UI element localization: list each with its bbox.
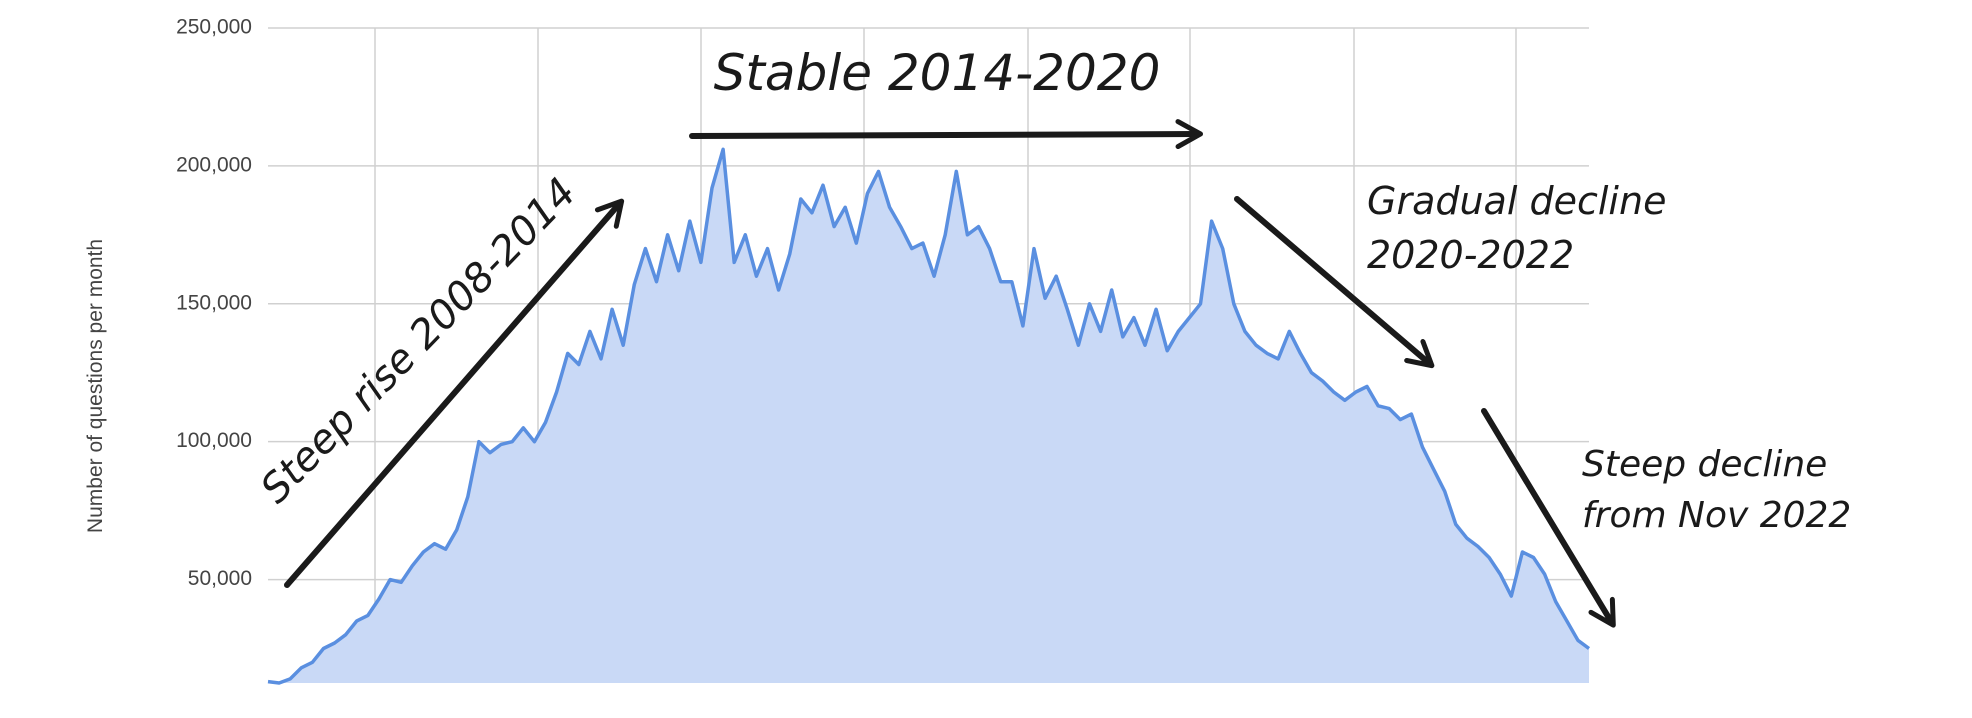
annotation: Steep decline [1582,444,1827,485]
y-tick-label: 50,000 [188,567,252,590]
annotation: 2020-2022 [1367,233,1574,277]
plot [267,147,1591,685]
line [267,147,1591,685]
area-fill [268,149,1589,684]
annotation: Stable 2014-2020 [714,44,1161,102]
arrow [1481,408,1616,628]
y-tick-label: 150,000 [176,291,252,314]
y-axis-title: Number of questions per month [84,239,107,533]
arrow [1234,196,1435,369]
y-tick-label: 250,000 [176,16,252,39]
annotation: Gradual decline [1367,179,1666,223]
y-tick-label: 100,000 [176,429,252,452]
arrow [284,198,625,588]
arrow [689,119,1203,150]
y-tick-label: 200,000 [176,153,252,176]
annotation: from Nov 2022 [1582,495,1851,536]
